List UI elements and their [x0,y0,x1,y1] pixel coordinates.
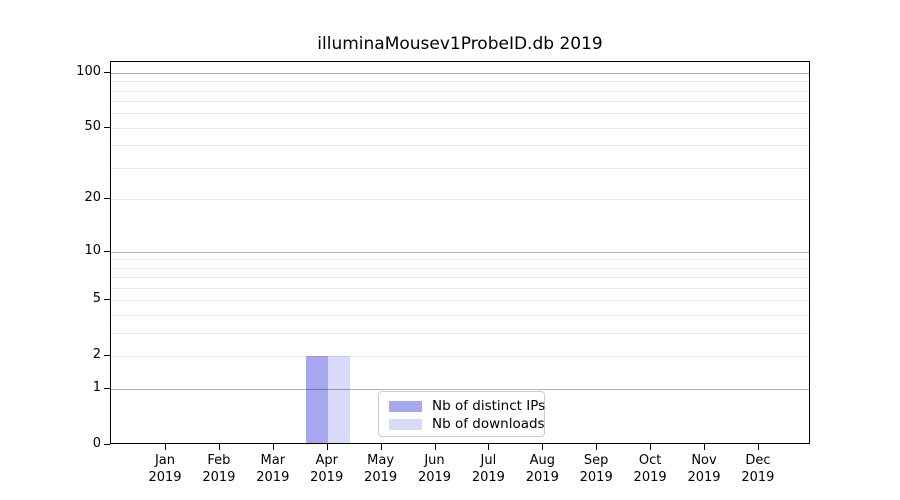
ytick-mark-5 [104,299,110,301]
xtick-label-jan: Jan 2019 [148,453,182,485]
ytick-mark-20 [104,198,110,200]
xtick-label-jul: Jul 2019 [471,453,505,485]
minor-gridline-4 [111,315,809,317]
minor-gridline-20 [111,199,809,201]
ytick-mark-0 [104,444,110,445]
xtick-label-oct: Oct 2019 [633,453,667,485]
major-gridline-1 [111,389,809,391]
ytick-mark-50 [104,126,110,128]
xtick-mark-jun [434,444,436,450]
xtick-mark-mar [272,444,274,450]
bar-apr-distinct-ips [305,356,328,443]
plot-area [110,61,810,444]
xtick-mark-sep [596,444,598,450]
chart-title: illuminaMousev1ProbeID.db 2019 [317,34,603,54]
ytick-mark-100 [104,71,110,73]
xtick-mark-aug [542,444,544,450]
ytick-mark-2 [104,355,110,357]
minor-gridline-9 [111,259,809,261]
minor-gridline-6 [111,288,809,290]
xtick-label-sep: Sep 2019 [579,453,613,485]
ytick-label-5: 5 [92,291,101,307]
xtick-label-may: May 2019 [364,453,398,485]
ytick-mark-10 [104,250,110,252]
minor-gridline-30 [111,167,809,169]
xtick-mark-apr [326,444,328,450]
legend-label-distinct-ips: Nb of distinct IPs [432,397,546,414]
minor-gridline-3 [111,333,809,335]
xtick-label-nov: Nov 2019 [687,453,721,485]
xtick-label-mar: Mar 2019 [256,453,290,485]
ytick-label-20: 20 [84,190,101,206]
minor-gridline-8 [111,267,809,269]
legend-swatch-downloads [389,418,422,430]
legend-label-downloads: Nb of downloads [432,415,545,432]
xtick-label-dec: Dec 2019 [741,453,775,485]
ytick-label-2: 2 [92,347,101,363]
minor-gridline-70 [111,101,809,103]
ytick-label-50: 50 [84,118,101,134]
major-gridline-10 [111,251,809,253]
xtick-mark-dec [757,444,759,450]
minor-gridline-7 [111,277,809,279]
legend-swatch-distinct-ips [389,400,422,412]
minor-gridline-2 [111,356,809,358]
minor-gridline-5 [111,300,809,302]
ytick-label-0: 0 [92,436,101,451]
xtick-mark-feb [218,444,220,450]
legend-item-distinct-ips: Nb of distinct IPs [389,397,546,415]
xtick-mark-nov [704,444,705,450]
ytick-label-100: 100 [76,63,101,79]
xtick-mark-oct [650,444,652,450]
ytick-label-10: 10 [84,242,101,258]
minor-gridline-80 [111,90,809,92]
xtick-mark-may [380,444,382,450]
xtick-label-aug: Aug 2019 [525,453,559,485]
xtick-label-jun: Jun 2019 [417,453,452,485]
xtick-label-feb: Feb 2019 [202,453,236,485]
bar-apr-downloads [327,356,350,443]
minor-gridline-40 [111,145,809,147]
xtick-mark-jul [488,444,490,450]
ytick-label-1: 1 [92,380,101,396]
xtick-label-apr: Apr 2019 [310,453,344,485]
minor-gridline-90 [111,81,809,83]
minor-gridline-60 [111,113,809,115]
minor-gridline-50 [111,127,809,129]
xtick-mark-jan [165,444,166,450]
legend: Nb of distinct IPs Nb of downloads [378,391,545,437]
major-gridline-100 [111,72,809,74]
legend-item-downloads: Nb of downloads [389,415,545,433]
ytick-mark-1 [104,388,110,390]
